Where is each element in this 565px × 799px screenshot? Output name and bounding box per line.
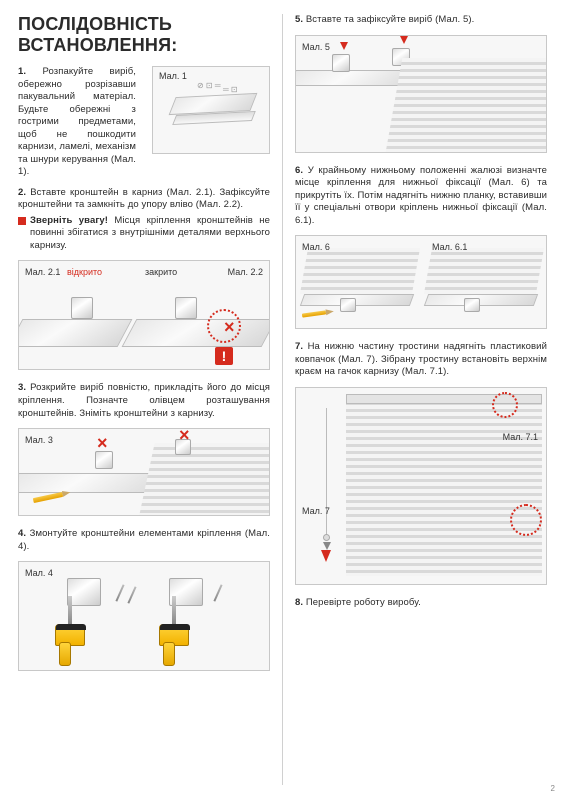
x-mark-icon: × <box>179 428 195 441</box>
pencil-icon <box>302 311 326 318</box>
step1-body: Розпакуйте виріб, обережно розрізавши па… <box>18 66 136 177</box>
alert-icon: ! <box>215 347 233 365</box>
right-column: 5. Вставте та зафіксуйте виріб (Мал. 5).… <box>283 0 565 799</box>
close-label: закрито <box>145 267 177 277</box>
step-5: 5. Вставте та зафіксуйте виріб (Мал. 5). <box>295 14 547 27</box>
drill-icon <box>159 624 189 646</box>
fig4-label: Мал. 4 <box>25 568 53 578</box>
figure-2: Мал. 2.1 Мал. 2.2 відкрито закрито ! × <box>18 260 270 370</box>
x-mark-icon: × <box>224 317 240 333</box>
step7-text: 7. На нижню частину тростини надягніть п… <box>295 341 547 379</box>
fig1-label: Мал. 1 <box>159 71 187 81</box>
x-mark-icon: × <box>97 433 113 449</box>
figure-6: Мал. 6 Мал. 6.1 <box>295 235 547 329</box>
step-7: 7. На нижню частину тростини надягніть п… <box>295 341 547 379</box>
figure-5: Мал. 5 <box>295 35 547 153</box>
step8-body: Перевірте роботу виробу. <box>306 597 421 608</box>
step2-body: Вставте кронштейн в карниз (Мал. 2.1). З… <box>18 187 270 211</box>
step7-num: 7. <box>295 341 303 352</box>
fig6-label: Мал. 6 <box>302 242 330 252</box>
step3-num: 3. <box>18 382 26 393</box>
step-6: 6. У крайньому нижньому положенні жалюзі… <box>295 165 547 228</box>
step8-num: 8. <box>295 597 303 608</box>
arrow-down-icon <box>323 542 331 550</box>
step-2: 2. Вставте кронштейн в карниз (Мал. 2.1)… <box>18 187 270 253</box>
step6-text: 6. У крайньому нижньому положенні жалюзі… <box>295 165 547 228</box>
step2-text: 2. Вставте кронштейн в карниз (Мал. 2.1)… <box>18 187 270 212</box>
main-title: ПОСЛІДОВНІСТЬ ВСТАНОВЛЕННЯ: <box>18 14 270 56</box>
fig7-label: Мал. 7 <box>302 506 330 516</box>
step2-num: 2. <box>18 187 26 198</box>
pencil-icon <box>33 492 63 503</box>
figure-7: Мал. 7.1 Мал. 7 <box>295 387 547 585</box>
warn-bold: Зверніть увагу! <box>30 215 108 226</box>
step5-body: Вставте та зафіксуйте виріб (Мал. 5). <box>306 14 475 25</box>
fig21-label: Мал. 2.1 <box>25 267 60 277</box>
step1-num: 1. <box>18 66 26 77</box>
fig22-label: Мал. 2.2 <box>228 267 263 277</box>
left-column: ПОСЛІДОВНІСТЬ ВСТАНОВЛЕННЯ: Мал. 1 ⊘ ⊡ ═… <box>0 0 282 799</box>
step5-text: 5. Вставте та зафіксуйте виріб (Мал. 5). <box>295 14 547 27</box>
page-number: 2 <box>551 784 555 793</box>
open-label: відкрито <box>67 267 102 277</box>
step1-text: 1. Розпакуйте виріб, обережно розрізавши… <box>18 66 136 179</box>
figure-4: Мал. 4 <box>18 561 270 671</box>
step6-body: У крайньому нижньому положенні жалюзі ви… <box>295 165 547 226</box>
step5-num: 5. <box>295 14 303 25</box>
step-8: 8. Перевірте роботу виробу. <box>295 597 547 610</box>
arrow-down-icon <box>400 36 408 44</box>
warning-row: Зверніть увагу! Місця кріплення кронштей… <box>18 215 270 253</box>
drill-icon <box>55 624 85 646</box>
tassel-icon <box>321 550 331 562</box>
fig5-label: Мал. 5 <box>302 42 330 52</box>
step8-text: 8. Перевірте роботу виробу. <box>295 597 547 610</box>
fig3-label: Мал. 3 <box>25 435 53 445</box>
step6-num: 6. <box>295 165 303 176</box>
fig61-label: Мал. 6.1 <box>432 242 467 252</box>
step3-text: 3. Розкрийте виріб повністю, прикладіть … <box>18 382 270 420</box>
figure-3: Мал. 3 × × <box>18 428 270 516</box>
step7-body: На нижню частину тростини надягніть плас… <box>295 341 547 377</box>
step-3: 3. Розкрийте виріб повністю, прикладіть … <box>18 382 270 420</box>
step4-body: Змонтуйте кронштейни елементами кріпленн… <box>18 528 270 552</box>
step4-num: 4. <box>18 528 26 539</box>
step4-text: 4. Змонтуйте кронштейни елементами кріпл… <box>18 528 270 553</box>
arrow-down-icon <box>340 42 348 50</box>
warning-square-icon <box>18 217 26 225</box>
step-1: Мал. 1 ⊘ ⊡ ═ ═ ⊡ 1. Розпакуйте виріб, об… <box>18 66 270 179</box>
step-4: 4. Змонтуйте кронштейни елементами кріпл… <box>18 528 270 553</box>
step3-body: Розкрийте виріб повністю, прикладіть йог… <box>18 382 270 418</box>
fig71-label: Мал. 7.1 <box>503 432 538 442</box>
figure-1: Мал. 1 ⊘ ⊡ ═ ═ ⊡ <box>152 66 270 154</box>
